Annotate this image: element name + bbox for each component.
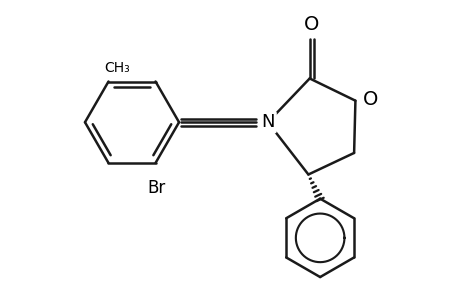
Text: CH₃: CH₃ <box>104 61 129 75</box>
Text: O: O <box>363 90 378 109</box>
Text: N: N <box>261 113 274 131</box>
Text: O: O <box>303 15 319 34</box>
Text: Br: Br <box>147 179 165 197</box>
